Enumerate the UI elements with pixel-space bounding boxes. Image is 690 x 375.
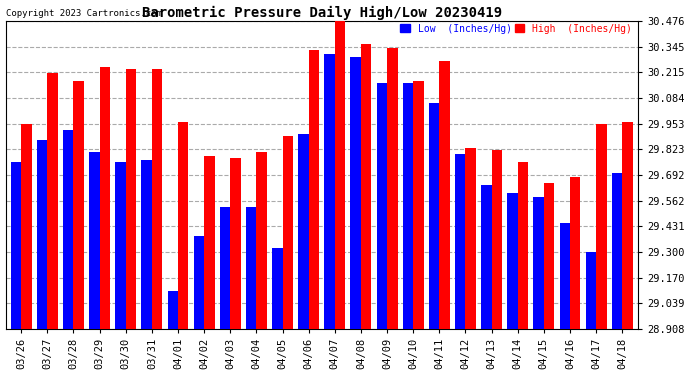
- Bar: [220, 207, 230, 329]
- Bar: [518, 162, 528, 329]
- Bar: [48, 73, 58, 329]
- Bar: [361, 44, 371, 329]
- Bar: [272, 248, 282, 329]
- Bar: [37, 140, 48, 329]
- Bar: [194, 236, 204, 329]
- Legend: Low  (Inches/Hg), High  (Inches/Hg): Low (Inches/Hg), High (Inches/Hg): [400, 22, 633, 34]
- Bar: [622, 122, 633, 329]
- Bar: [99, 67, 110, 329]
- Bar: [544, 183, 554, 329]
- Bar: [168, 291, 178, 329]
- Bar: [586, 252, 596, 329]
- Bar: [246, 207, 257, 329]
- Bar: [74, 81, 84, 329]
- Bar: [481, 185, 491, 329]
- Bar: [141, 160, 152, 329]
- Bar: [570, 177, 580, 329]
- Bar: [507, 193, 518, 329]
- Bar: [126, 69, 136, 329]
- Bar: [178, 122, 188, 329]
- Bar: [257, 152, 267, 329]
- Bar: [413, 81, 424, 329]
- Bar: [298, 134, 308, 329]
- Bar: [335, 16, 345, 329]
- Bar: [204, 156, 215, 329]
- Bar: [455, 154, 466, 329]
- Bar: [282, 136, 293, 329]
- Bar: [308, 50, 319, 329]
- Bar: [560, 223, 570, 329]
- Bar: [533, 197, 544, 329]
- Bar: [11, 162, 21, 329]
- Title: Barometric Pressure Daily High/Low 20230419: Barometric Pressure Daily High/Low 20230…: [141, 6, 502, 20]
- Bar: [466, 148, 476, 329]
- Bar: [115, 162, 126, 329]
- Bar: [596, 124, 607, 329]
- Bar: [324, 54, 335, 329]
- Bar: [387, 48, 397, 329]
- Bar: [440, 62, 450, 329]
- Bar: [152, 69, 162, 329]
- Bar: [89, 152, 99, 329]
- Text: Copyright 2023 Cartronics.com: Copyright 2023 Cartronics.com: [6, 9, 161, 18]
- Bar: [429, 103, 440, 329]
- Bar: [351, 57, 361, 329]
- Bar: [63, 130, 74, 329]
- Bar: [21, 124, 32, 329]
- Bar: [230, 158, 241, 329]
- Bar: [491, 150, 502, 329]
- Bar: [377, 83, 387, 329]
- Bar: [403, 83, 413, 329]
- Bar: [612, 174, 622, 329]
